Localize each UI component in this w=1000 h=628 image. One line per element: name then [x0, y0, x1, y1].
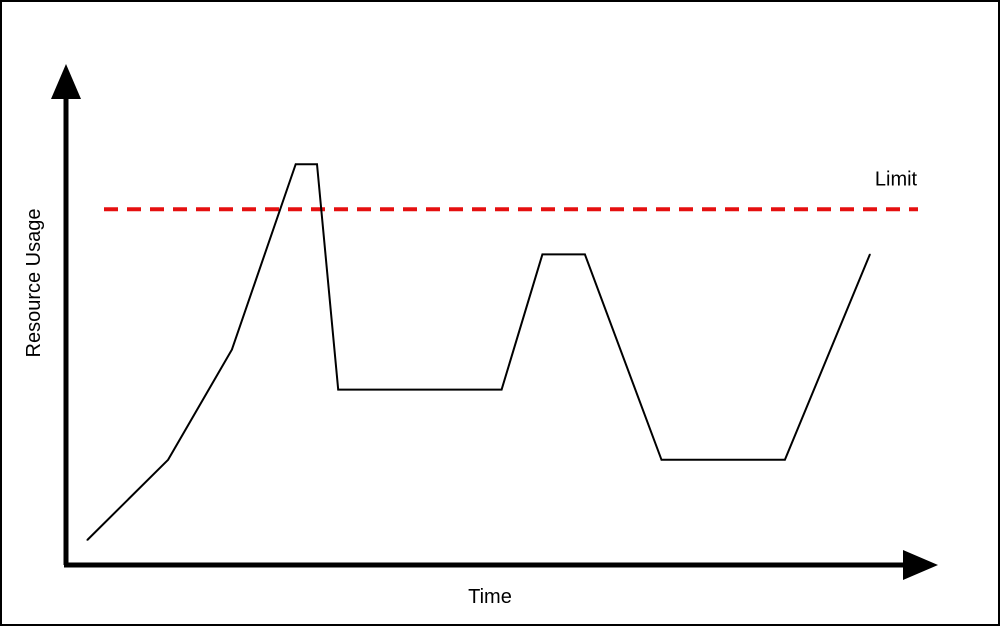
usage-point — [167, 458, 169, 461]
x-axis-label: Time — [468, 586, 512, 608]
usage-point — [294, 163, 297, 165]
usage-point — [584, 253, 586, 256]
usage-point — [231, 348, 233, 351]
y-axis-arrowhead — [51, 64, 81, 99]
limit-label: Limit — [875, 168, 918, 190]
usage-series-line — [86, 163, 871, 541]
usage-point — [660, 458, 663, 461]
x-axis-arrowhead — [903, 550, 938, 580]
usage-point — [784, 458, 786, 461]
usage-point — [541, 253, 544, 256]
usage-point — [500, 388, 503, 391]
usage-point — [337, 388, 340, 391]
usage-point — [869, 253, 871, 256]
y-axis-label: Resource Usage — [23, 209, 45, 358]
usage-point — [316, 163, 318, 165]
usage-point — [86, 539, 89, 541]
